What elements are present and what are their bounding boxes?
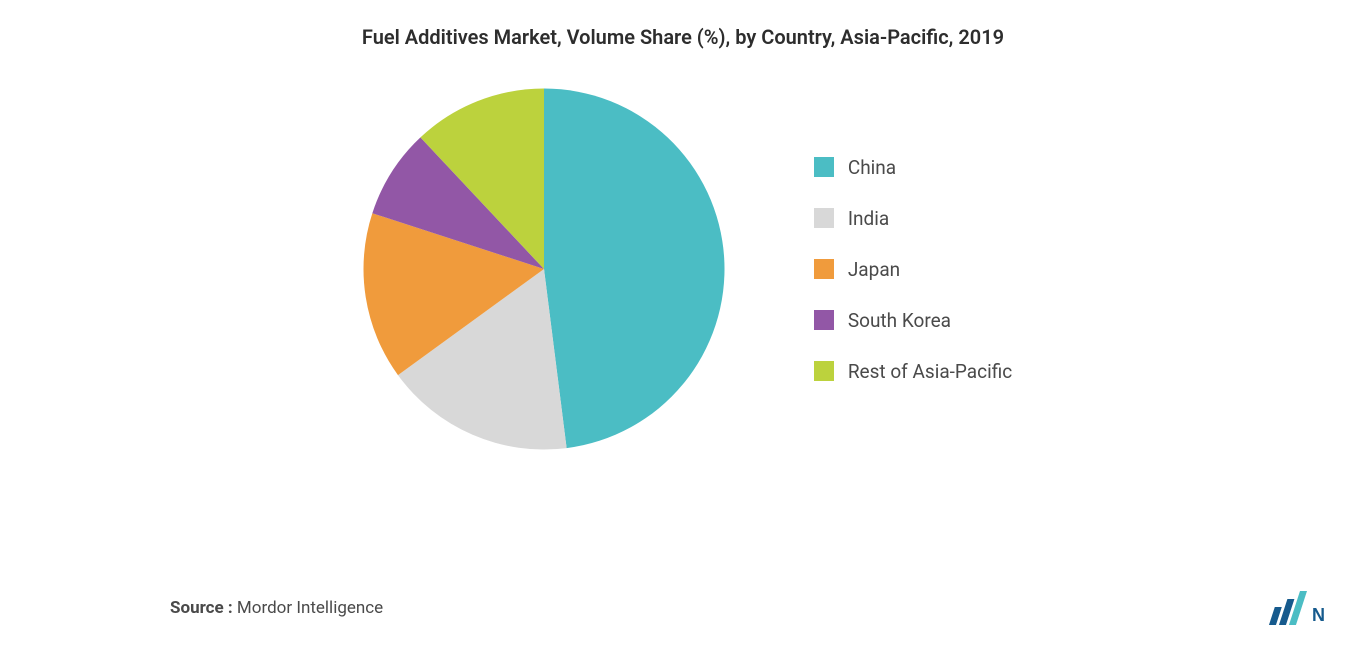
- legend-item-japan: Japan: [814, 258, 1012, 281]
- legend-item-south-korea: South Korea: [814, 309, 1012, 332]
- legend-swatch: [814, 259, 834, 279]
- footer: Source : Mordor Intelligence N: [170, 591, 1326, 625]
- pie-chart-wrapper: [354, 79, 734, 459]
- legend-swatch: [814, 310, 834, 330]
- legend-label: Rest of Asia-Pacific: [848, 360, 1012, 383]
- pie-slice-china: [544, 89, 725, 449]
- source-value: Mordor Intelligence: [233, 598, 383, 618]
- legend-swatch: [814, 361, 834, 381]
- legend-label: South Korea: [848, 309, 951, 332]
- chart-body: China India Japan South Korea Rest of Asia-P…: [40, 79, 1326, 459]
- legend-item-india: India: [814, 207, 1012, 230]
- mordor-logo: N: [1266, 591, 1326, 625]
- source-label: Source :: [170, 598, 233, 618]
- pie-chart: [354, 79, 734, 459]
- legend-item-china: China: [814, 156, 1012, 179]
- source-text: Source : Mordor Intelligence: [170, 598, 383, 618]
- legend-item-rest-of-asia-pacific: Rest of Asia-Pacific: [814, 360, 1012, 383]
- chart-container: Fuel Additives Market, Volume Share (%),…: [0, 0, 1366, 655]
- legend-label: Japan: [848, 258, 900, 281]
- legend-swatch: [814, 157, 834, 177]
- chart-title: Fuel Additives Market, Volume Share (%),…: [40, 25, 1326, 49]
- svg-text:N: N: [1312, 605, 1325, 625]
- legend-label: India: [848, 207, 889, 230]
- legend-swatch: [814, 208, 834, 228]
- logo-icon: N: [1266, 591, 1326, 625]
- legend: China India Japan South Korea Rest of Asia-P…: [814, 156, 1012, 383]
- legend-label: China: [848, 156, 896, 179]
